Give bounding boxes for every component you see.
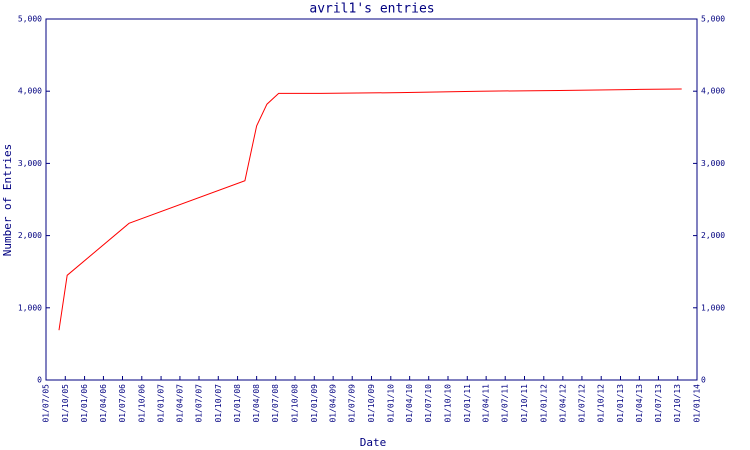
x-tick-label: 01/10/05 (61, 384, 70, 423)
y2-tick-label: 2,000 (701, 231, 725, 240)
x-tick-label: 01/01/13 (616, 384, 625, 423)
chart-title: avril1's entries (309, 2, 434, 17)
x-tick-label: 01/04/11 (482, 384, 491, 423)
x-tick-label: 01/04/08 (252, 384, 261, 423)
y-tick-label: 1,000 (18, 303, 42, 312)
x-tick-label: 01/04/07 (175, 384, 184, 423)
x-tick-label: 01/01/08 (233, 384, 242, 423)
x-tick-label: 01/07/10 (424, 384, 433, 423)
x-tick-label: 01/01/14 (693, 384, 702, 423)
y-tick-label: 2,000 (18, 231, 42, 240)
x-tick-label: 01/07/09 (348, 384, 357, 423)
x-tick-label: 01/07/07 (195, 384, 204, 423)
y2-tick-label: 1,000 (701, 303, 725, 312)
x-axis-label: Date (360, 436, 387, 449)
x-tick-label: 01/01/06 (80, 384, 89, 423)
y2-tick-label: 5,000 (701, 15, 725, 24)
x-tick-label: 01/10/10 (444, 384, 453, 423)
y-tick-label: 4,000 (18, 87, 42, 96)
x-tick-label: 01/01/12 (539, 384, 548, 423)
y2-tick-label: 3,000 (701, 159, 725, 168)
x-tick-label: 01/01/09 (310, 384, 319, 423)
x-tick-label: 01/04/13 (635, 384, 644, 423)
plot-frame (45, 18, 698, 381)
y-tick-label: 0 (37, 376, 42, 385)
x-tick-label: 01/01/07 (157, 384, 166, 423)
x-tick-label: 01/10/12 (597, 384, 606, 423)
data-line (58, 88, 682, 331)
y2-tick-label: 4,000 (701, 87, 725, 96)
y-tick-label: 3,000 (18, 159, 42, 168)
x-tick-label: 01/10/13 (673, 384, 682, 423)
x-tick-label: 01/10/09 (367, 384, 376, 423)
x-tick-label: 01/07/06 (118, 384, 127, 423)
x-tick-label: 01/10/11 (520, 384, 529, 423)
x-tick-label: 01/04/09 (329, 384, 338, 423)
x-tick-label: 01/04/12 (558, 384, 567, 423)
x-tick-label: 01/07/08 (271, 384, 280, 423)
x-tick-label: 01/04/10 (405, 384, 414, 423)
x-tick-label: 01/10/06 (137, 384, 146, 423)
x-tick-label: 01/07/12 (577, 384, 586, 423)
x-tick-label: 01/04/06 (99, 384, 108, 423)
y-tick-label: 5,000 (18, 15, 42, 24)
y2-tick-label: 0 (701, 376, 706, 385)
x-tick-label: 01/07/11 (501, 384, 510, 423)
x-tick-label: 01/07/05 (42, 384, 51, 423)
x-tick-label: 01/07/13 (654, 384, 663, 423)
x-tick-label: 01/10/07 (214, 384, 223, 423)
x-tick-label: 01/10/08 (290, 384, 299, 423)
y-axis-label: Number of Entries (1, 144, 14, 257)
x-tick-label: 01/01/10 (386, 384, 395, 423)
x-tick-label: 01/01/11 (463, 384, 472, 423)
